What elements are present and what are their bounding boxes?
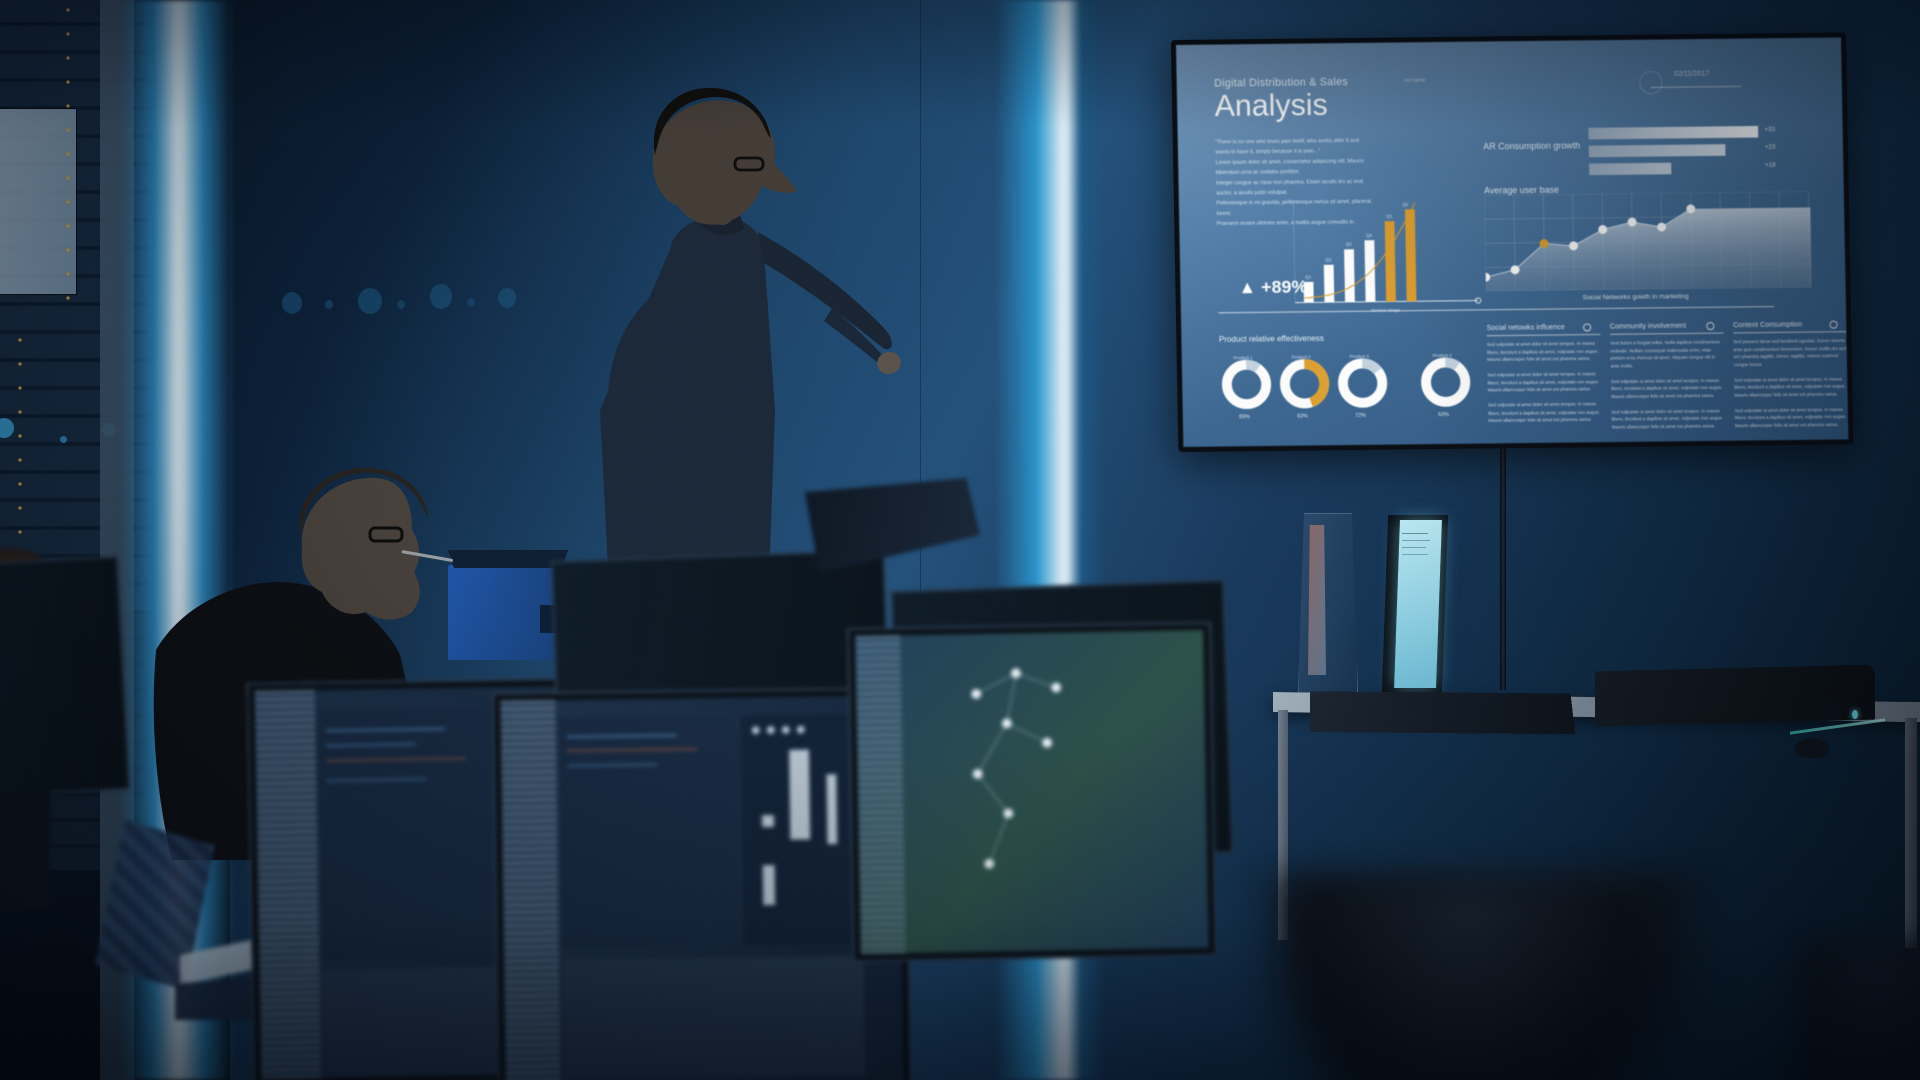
svg-text:72%: 72%	[1355, 413, 1366, 419]
svg-text:Q1: Q1	[1386, 214, 1393, 219]
svg-text:Q2: Q2	[1325, 257, 1332, 262]
svg-text:Product 4: Product 4	[1433, 353, 1453, 358]
svg-text:Q4: Q4	[1366, 233, 1373, 238]
svg-text:Q2: Q2	[1402, 202, 1409, 207]
svg-text:Q3: Q3	[1346, 242, 1353, 247]
svg-text:Product 3: Product 3	[1350, 354, 1370, 359]
svg-text:89%: 89%	[1239, 414, 1250, 420]
svg-text:Product 2: Product 2	[1292, 355, 1312, 360]
svg-text:63%: 63%	[1297, 414, 1308, 420]
svg-text:63%: 63%	[1438, 412, 1449, 418]
svg-text:Product 1: Product 1	[1233, 355, 1253, 360]
